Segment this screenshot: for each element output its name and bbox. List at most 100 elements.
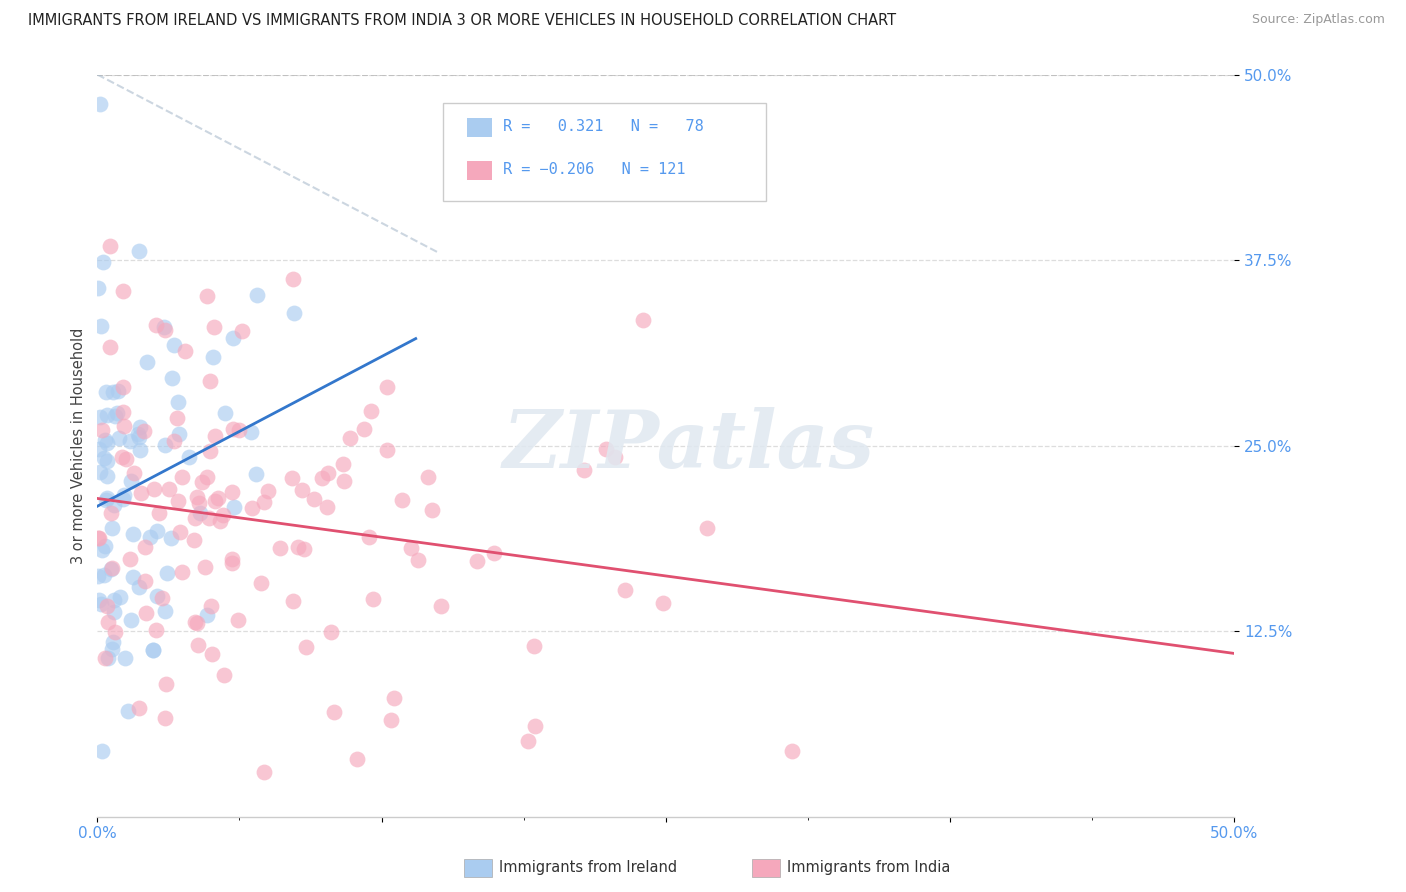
Point (120, 613, 142, 627)
Point (89, 97, 111, 112)
Point (517, 733, 540, 747)
Point (375, 380, 398, 394)
Point (122, 467, 145, 481)
Point (122, 570, 145, 584)
Point (339, 431, 361, 445)
Point (94, 651, 117, 665)
Point (283, 272, 305, 286)
Point (90, 318, 112, 333)
Point (120, 434, 142, 449)
Point (195, 470, 218, 484)
Point (135, 606, 157, 620)
Point (184, 511, 207, 525)
Point (100, 521, 122, 535)
Point (170, 566, 193, 580)
Point (128, 244, 150, 258)
Point (281, 594, 304, 608)
Point (696, 521, 718, 535)
Point (97, 615, 120, 629)
Point (295, 640, 318, 654)
Point (104, 409, 127, 423)
Point (253, 495, 276, 509)
Point (603, 450, 626, 464)
Point (195, 289, 218, 303)
Point (112, 488, 135, 502)
Point (382, 691, 405, 706)
Point (87, 569, 110, 583)
Point (204, 494, 226, 508)
Point (186, 615, 208, 630)
Point (399, 541, 422, 556)
Point (169, 524, 191, 539)
Point (98, 340, 121, 354)
Point (202, 350, 225, 364)
Point (166, 394, 188, 409)
Point (145, 524, 167, 538)
Point (94, 433, 117, 447)
Point (221, 484, 243, 499)
Point (198, 511, 221, 525)
Point (231, 324, 253, 338)
Point (89, 592, 111, 607)
Point (184, 615, 207, 629)
Point (523, 639, 546, 653)
Point (96, 435, 118, 450)
Point (153, 320, 176, 334)
Point (120, 551, 142, 566)
Point (103, 499, 125, 513)
Point (93, 451, 115, 466)
Point (134, 540, 156, 554)
Point (94, 539, 117, 553)
Point (188, 506, 211, 520)
Point (361, 592, 384, 607)
Point (100, 561, 122, 575)
Point (332, 474, 354, 488)
Point (163, 434, 186, 448)
Point (96, 409, 118, 423)
Point (153, 604, 176, 618)
Point (221, 551, 243, 566)
Point (357, 530, 380, 544)
Point (465, 554, 488, 568)
Point (101, 561, 124, 575)
Point (156, 566, 179, 580)
Point (323, 705, 346, 719)
Point (186, 490, 208, 504)
Point (207, 491, 229, 506)
Point (91, 542, 114, 557)
Point (104, 624, 127, 639)
Text: Immigrants from Ireland: Immigrants from Ireland (499, 861, 678, 875)
Point (163, 338, 186, 352)
Point (112, 419, 135, 434)
Point (316, 500, 339, 514)
Point (145, 623, 167, 637)
Point (142, 642, 165, 657)
Point (406, 553, 429, 567)
Point (100, 239, 122, 253)
Point (183, 533, 205, 547)
Point (212, 668, 235, 682)
Point (224, 500, 246, 514)
Point (128, 419, 150, 434)
Point (145, 318, 167, 333)
Point (112, 491, 135, 506)
Point (246, 288, 269, 302)
Point (239, 425, 262, 439)
Point (139, 530, 162, 544)
Point (89, 410, 111, 425)
Point (302, 492, 325, 507)
Point (111, 450, 134, 465)
Point (135, 355, 157, 369)
Point (194, 560, 217, 574)
Point (103, 606, 125, 620)
Point (269, 541, 291, 555)
Point (114, 651, 136, 665)
Text: Source: ZipAtlas.com: Source: ZipAtlas.com (1251, 13, 1385, 27)
Point (614, 583, 637, 598)
Point (153, 711, 176, 725)
Point (353, 422, 375, 436)
Point (107, 406, 129, 420)
Point (253, 765, 276, 780)
Point (202, 320, 225, 334)
Point (245, 467, 267, 481)
